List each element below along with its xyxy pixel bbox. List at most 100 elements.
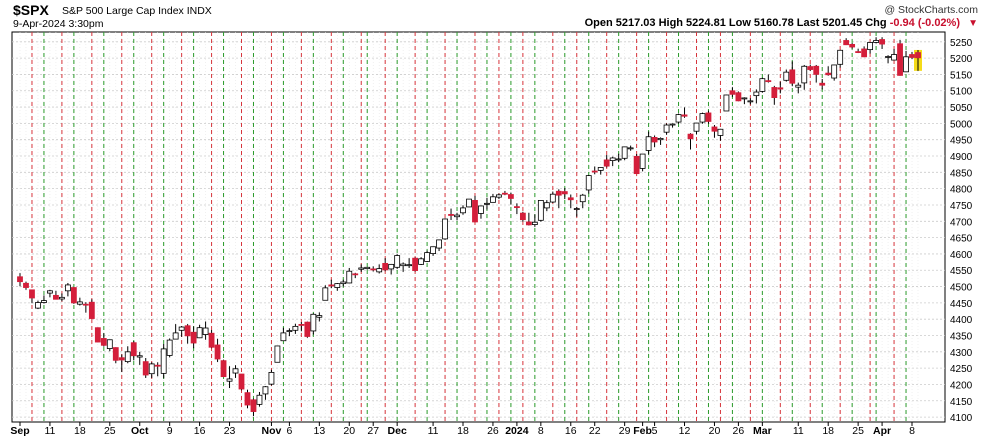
candle-body [675,114,682,123]
candle-body [615,158,622,161]
candle-body [502,192,508,195]
candle-body [513,206,520,209]
x-tick-label: 18 [457,425,469,437]
y-tick-label: 4150 [950,397,973,408]
candle-body [879,39,885,45]
candle-body [837,49,844,65]
y-tick-label: 4200 [950,380,973,391]
series-legend: ■ $SPX (Daily) 5201.45 [23,32,128,43]
candle-body [472,200,478,223]
candle-body [561,191,568,195]
candle-body [819,82,826,86]
candle-body [412,257,419,271]
candle-body [747,100,754,103]
x-tick-label: Sep [10,425,29,437]
candle-body [663,124,670,133]
x-tick-label: 25 [104,425,116,437]
y-tick-label: 4700 [950,217,973,228]
candle-body [94,327,101,343]
candle-body [759,78,766,92]
candle-body [130,342,137,357]
ticker-symbol: $SPX [13,2,49,18]
x-tick-label: 20 [709,425,721,437]
candle-body [442,218,448,240]
candle-body [316,315,323,318]
x-tick-label: 23 [224,425,236,437]
x-tick-label: 20 [343,425,355,437]
candle-body [388,263,395,270]
candle-body [64,284,71,292]
candle-body [106,339,113,349]
candle-body [609,157,616,161]
candle-body [687,133,694,140]
candle-body [160,348,167,374]
y-tick-label: 5050 [950,103,973,114]
candle-body [741,97,748,100]
y-tick-label: 4550 [950,266,973,277]
candle-body [53,294,59,300]
candle-body [789,69,796,84]
candle-body [585,175,592,191]
candle-body [723,94,730,112]
ohlc-values: Open 5217.03 High 5224.81 Low 5160.78 La… [584,17,887,29]
candle-body [867,42,874,51]
chart-datetime: 9-Apr-2024 3:30pm [13,18,104,30]
y-tick-label: 4350 [950,332,973,343]
candle-body [621,146,628,159]
candle-body [765,80,772,83]
candle-body [657,137,664,141]
candle-body [531,221,538,225]
candle-body [627,147,634,150]
candle-body [268,371,275,385]
y-tick-label: 4650 [950,234,973,245]
x-tick-label: 16 [565,425,577,437]
ohlc-readout: Open 5217.03 High 5224.81 Low 5160.78 La… [585,17,960,29]
candle-body [771,87,778,98]
candle-body [88,301,95,319]
x-tick-label: 9 [167,425,173,437]
candle-body [873,40,879,43]
candle-body [753,91,760,97]
x-tick-label: 6 [286,425,292,437]
candle-body [436,239,442,249]
candle-body [184,325,191,337]
candle-body [154,364,161,367]
candle-body [729,90,736,95]
y-tick-label: 4750 [950,201,973,212]
x-tick-label: 8 [909,425,915,437]
chart-subtitle: Seasonality - Wednesday [23,46,251,67]
candle-body [454,214,460,218]
x-tick-label: 25 [852,425,864,437]
candle-body [136,355,143,358]
candle-body [29,289,35,299]
candle-body [418,258,425,265]
x-tick-label: 22 [589,425,601,437]
candle-body [70,287,77,304]
candle-body [735,92,742,102]
y-tick-label: 5150 [950,70,973,81]
candle-body [262,386,269,395]
candle-body [861,48,868,58]
candle-body [376,268,383,273]
x-tick-label: 18 [74,425,86,437]
candle-body [35,302,41,309]
x-tick-label: 13 [313,425,325,437]
candle-body [525,221,532,226]
candle-body [693,122,700,132]
candle-body [23,282,29,288]
x-tick-label: 29 [619,425,631,437]
candle-body [651,137,658,143]
candle-body [196,327,203,339]
candle-body [358,267,365,270]
x-tick-label: 12 [679,425,691,437]
candle-body [909,54,915,58]
candle-body [220,360,227,378]
candle-body [178,326,185,331]
candle-body [286,330,293,333]
candle-body [190,331,197,344]
x-tick-label: Mar [753,425,772,437]
candle-body [711,126,718,132]
candle-body [849,44,856,48]
x-tick-label: 26 [733,425,745,437]
y-tick-label: 4100 [950,413,973,424]
